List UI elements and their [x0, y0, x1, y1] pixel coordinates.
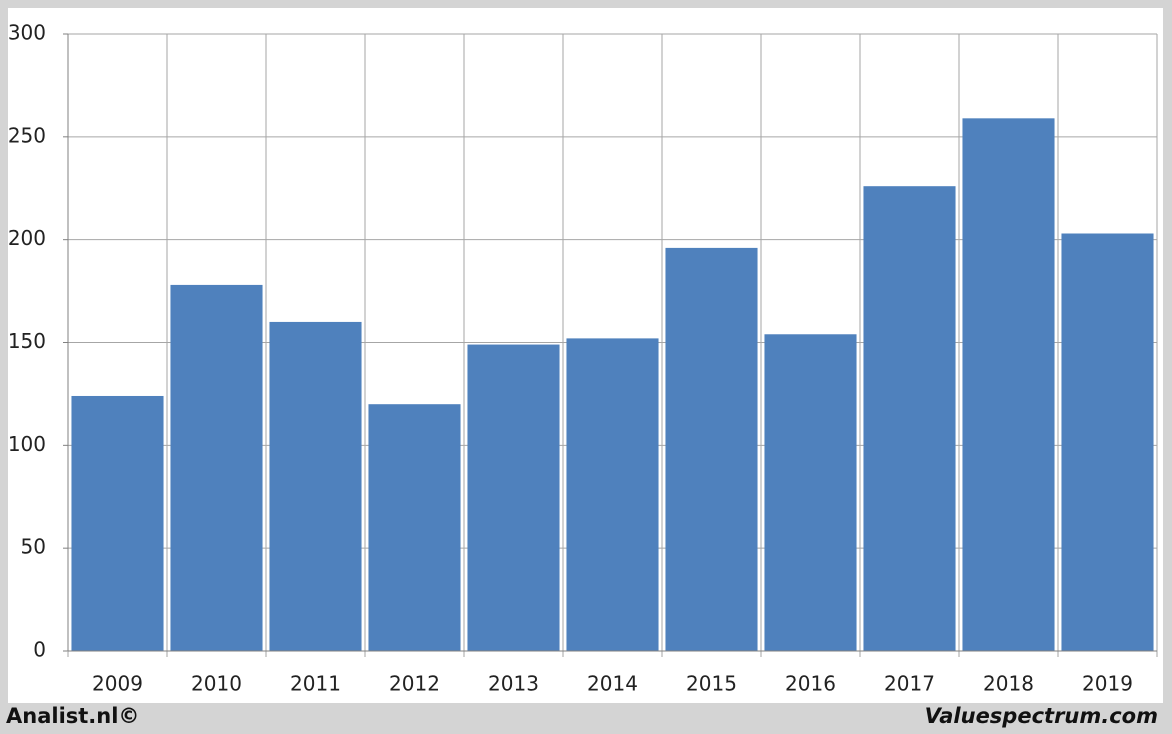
bar — [863, 186, 956, 651]
footer-right: Valuespectrum.com — [925, 704, 1158, 728]
x-tick-label: 2017 — [884, 672, 935, 696]
x-tick-label: 2018 — [983, 672, 1034, 696]
bar — [269, 321, 362, 651]
x-tick-label: 2010 — [191, 672, 242, 696]
bar — [71, 395, 164, 651]
bar — [962, 118, 1055, 651]
bar — [566, 338, 659, 651]
y-tick-label: 50 — [21, 535, 46, 559]
bar — [1061, 233, 1154, 651]
y-tick-label: 150 — [8, 329, 46, 353]
x-tick-label: 2016 — [785, 672, 836, 696]
bar — [665, 247, 758, 652]
y-tick-label: 0 — [33, 638, 46, 662]
x-tick-label: 2019 — [1082, 672, 1133, 696]
y-tick-label: 300 — [8, 21, 46, 45]
footer-left: Analist.nl© — [6, 704, 139, 728]
x-tick-label: 2015 — [686, 672, 737, 696]
x-tick-label: 2013 — [488, 672, 539, 696]
x-tick-label: 2009 — [92, 672, 143, 696]
bar — [368, 404, 461, 651]
y-tick-label: 100 — [8, 432, 46, 456]
bar — [764, 334, 857, 651]
x-tick-label: 2012 — [389, 672, 440, 696]
y-tick-label: 200 — [8, 226, 46, 250]
x-tick-label: 2011 — [290, 672, 341, 696]
bar — [467, 344, 560, 651]
x-tick-label: 2014 — [587, 672, 638, 696]
y-tick-label: 250 — [8, 123, 46, 147]
bar — [170, 284, 263, 651]
